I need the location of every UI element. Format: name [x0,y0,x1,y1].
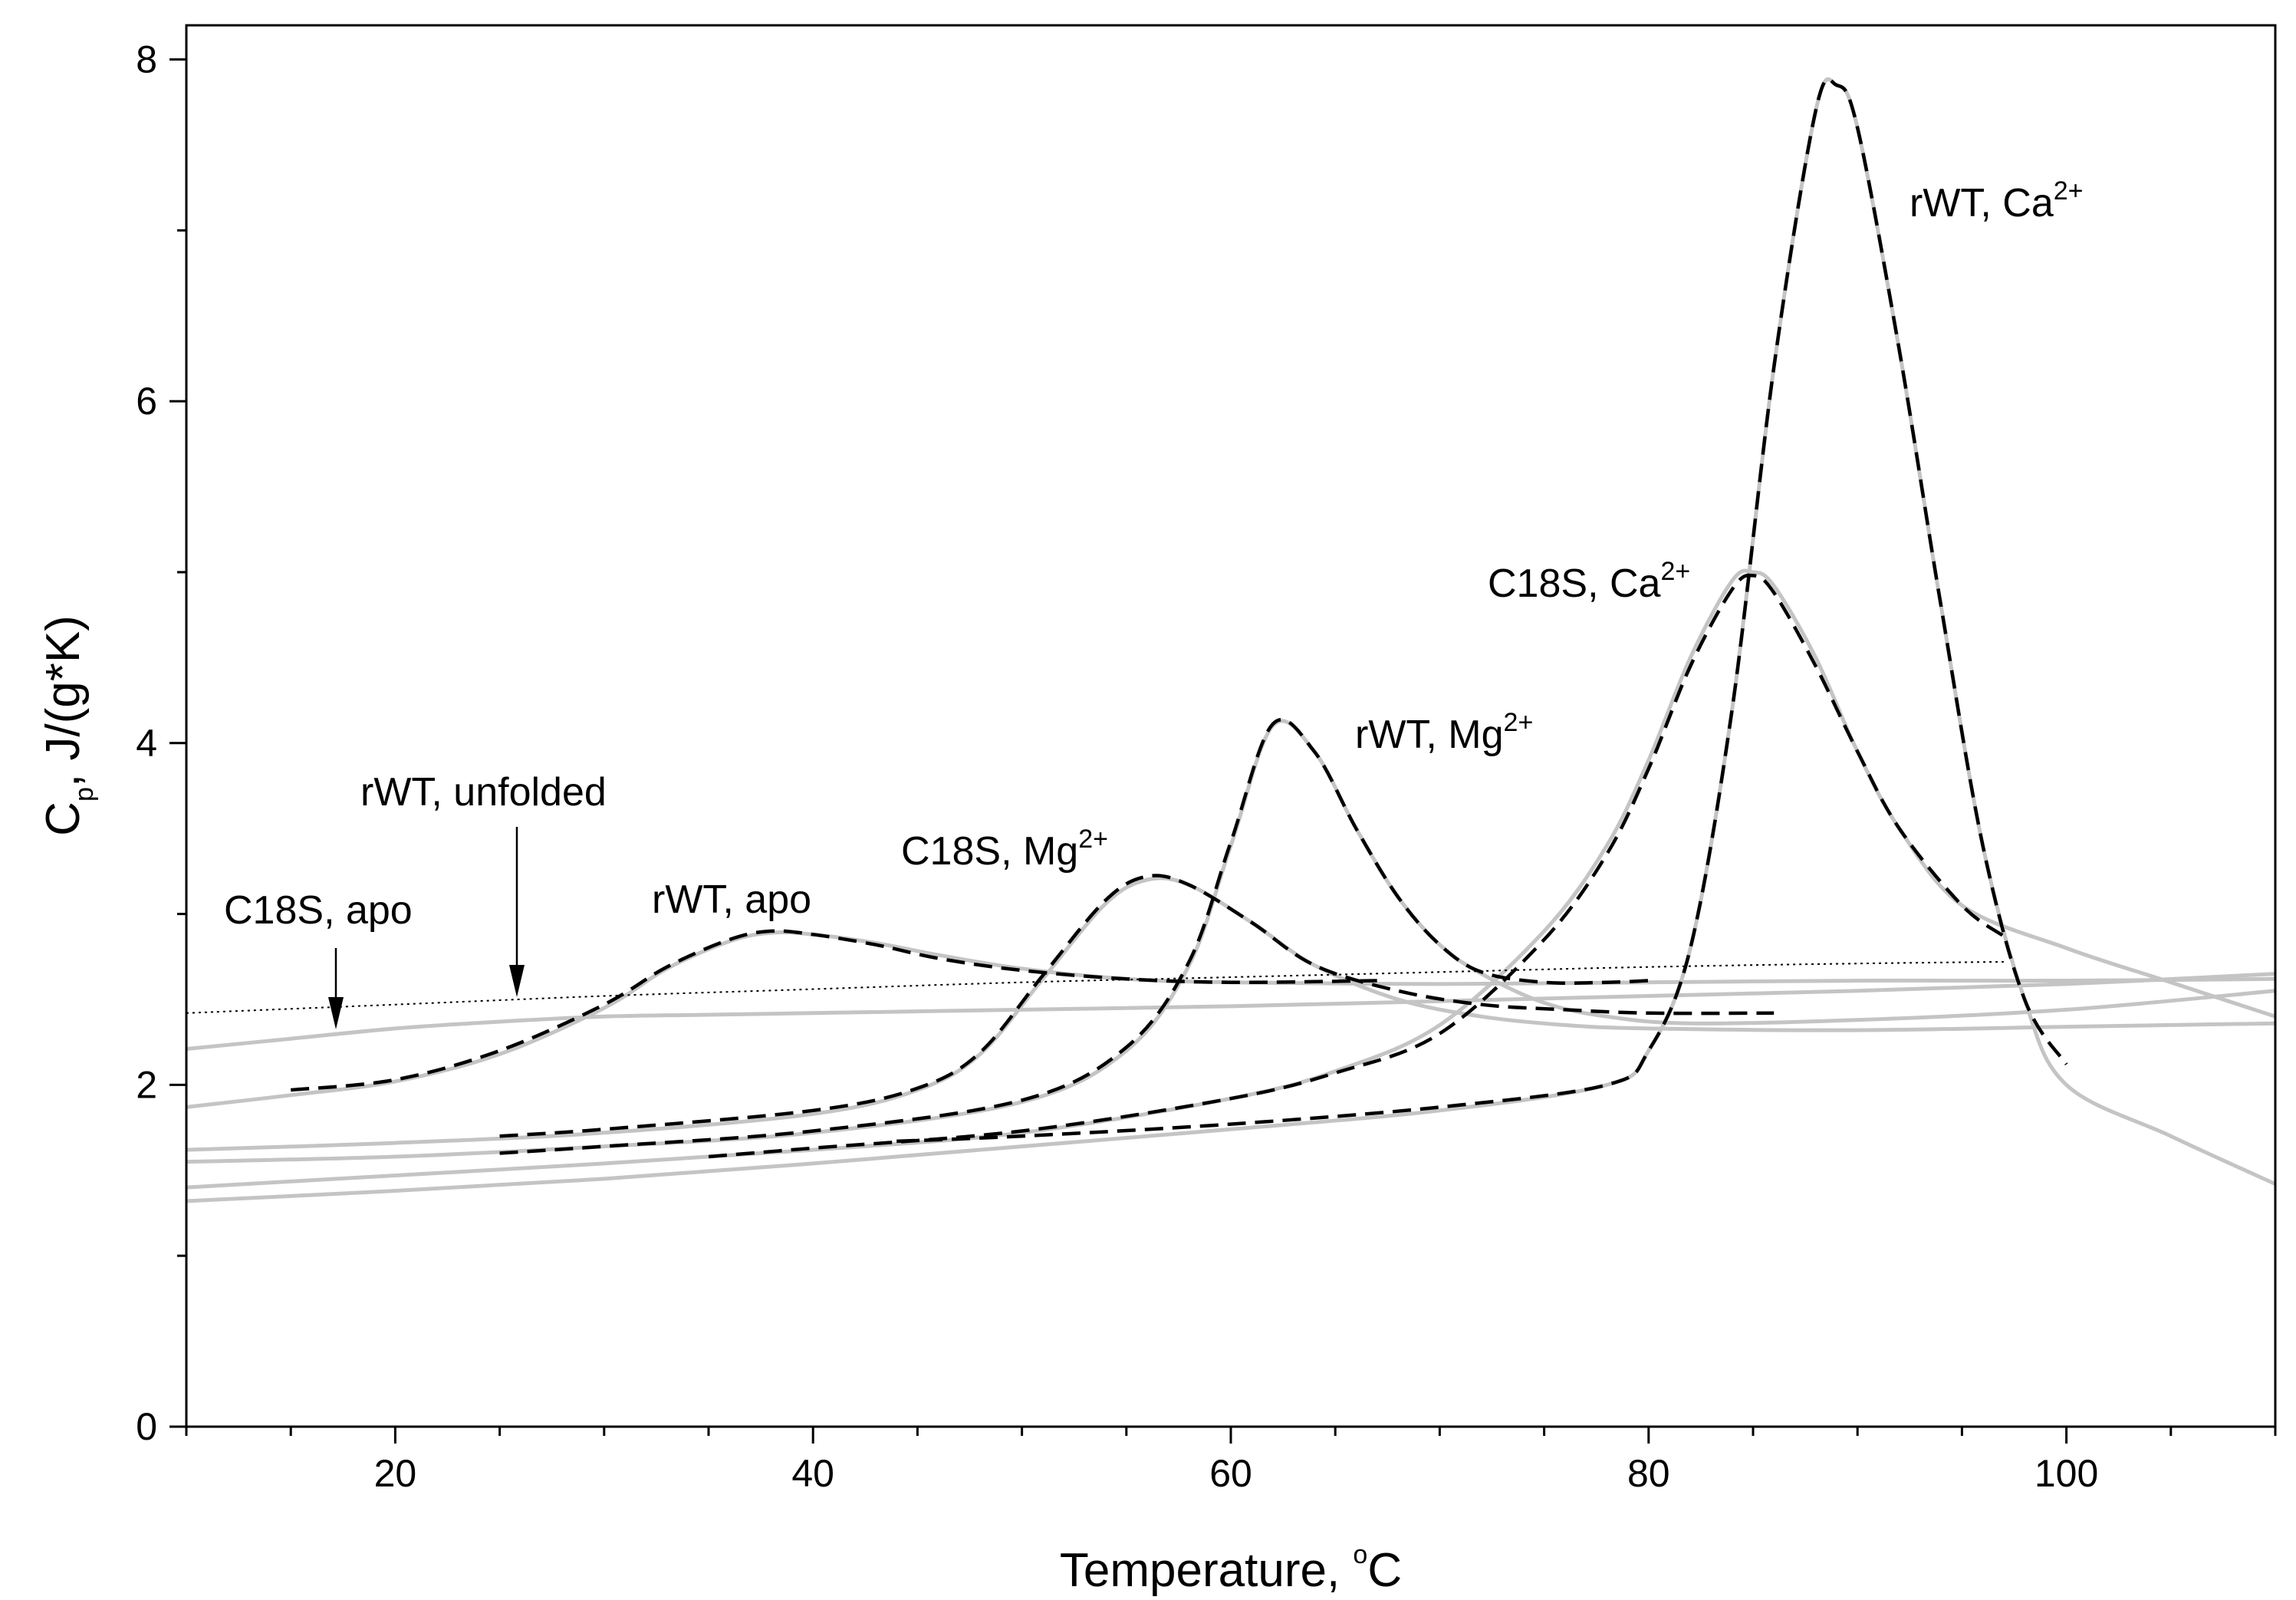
series-rwt-mg2-experimental [186,719,2276,1164]
annotation-rwt-apo: rWT, apo [652,877,811,922]
arrow-c18s-apo-head [328,997,344,1029]
experimental-curves [186,77,2277,1203]
annotation-c18s-apo: C18S, apo [224,888,413,933]
series-rwt-mg2-fit [499,718,1649,1155]
series-c18s-ca2-fit [708,573,2005,1159]
y-axis-title: Cp, J/(g*K) [37,615,99,836]
x-tick-label-80: 80 [1627,1452,1670,1495]
series-c18s-apo [186,972,2276,1052]
x-tick-label-100: 100 [2034,1452,2098,1495]
y-tick-label-6: 6 [136,380,157,423]
annotation-arrows [328,827,525,1029]
fit-curves [290,77,2068,1159]
annotation-rwt-ca: rWT, Ca2+ [1909,176,2084,226]
arrow-rwt-unfolded-head [509,965,525,997]
y-tick-label-0: 0 [136,1405,157,1448]
series-c18s-mg2-fit [499,874,1775,1138]
series-rwt-apo-fit [290,929,1377,1092]
annotation-c18s-ca: C18S, Ca2+ [1488,557,1690,606]
y-tick-label-4: 4 [136,722,157,765]
y-tick-label-8: 8 [136,38,157,81]
x-tick-labels: 20 40 60 80 100 [374,1452,2099,1495]
x-tick-label-40: 40 [791,1452,834,1495]
series-c18s-ca2-experimental [186,568,2276,1190]
series-rwt-apo-experimental [186,930,2276,1109]
annotation-c18s-mg: C18S, Mg2+ [901,825,1108,874]
axis-ticks [169,58,2277,1444]
series-rwt-ca2-experimental [186,77,2277,1203]
series-rwt-ca2-fit [896,77,2068,1144]
x-axis-title: Temperature, oC [1060,1540,1402,1597]
annotation-rwt-unfolded: rWT, unfolded [360,770,607,815]
y-tick-labels: 0 2 4 6 8 [136,38,157,1448]
annotation-rwt-mg: rWT, Mg2+ [1355,708,1533,757]
x-tick-label-20: 20 [374,1452,417,1495]
y-tick-label-2: 2 [136,1063,157,1106]
x-tick-label-60: 60 [1209,1452,1252,1495]
unfolded-baseline [186,961,2004,1014]
series-rwt-unfolded [186,961,2004,1014]
